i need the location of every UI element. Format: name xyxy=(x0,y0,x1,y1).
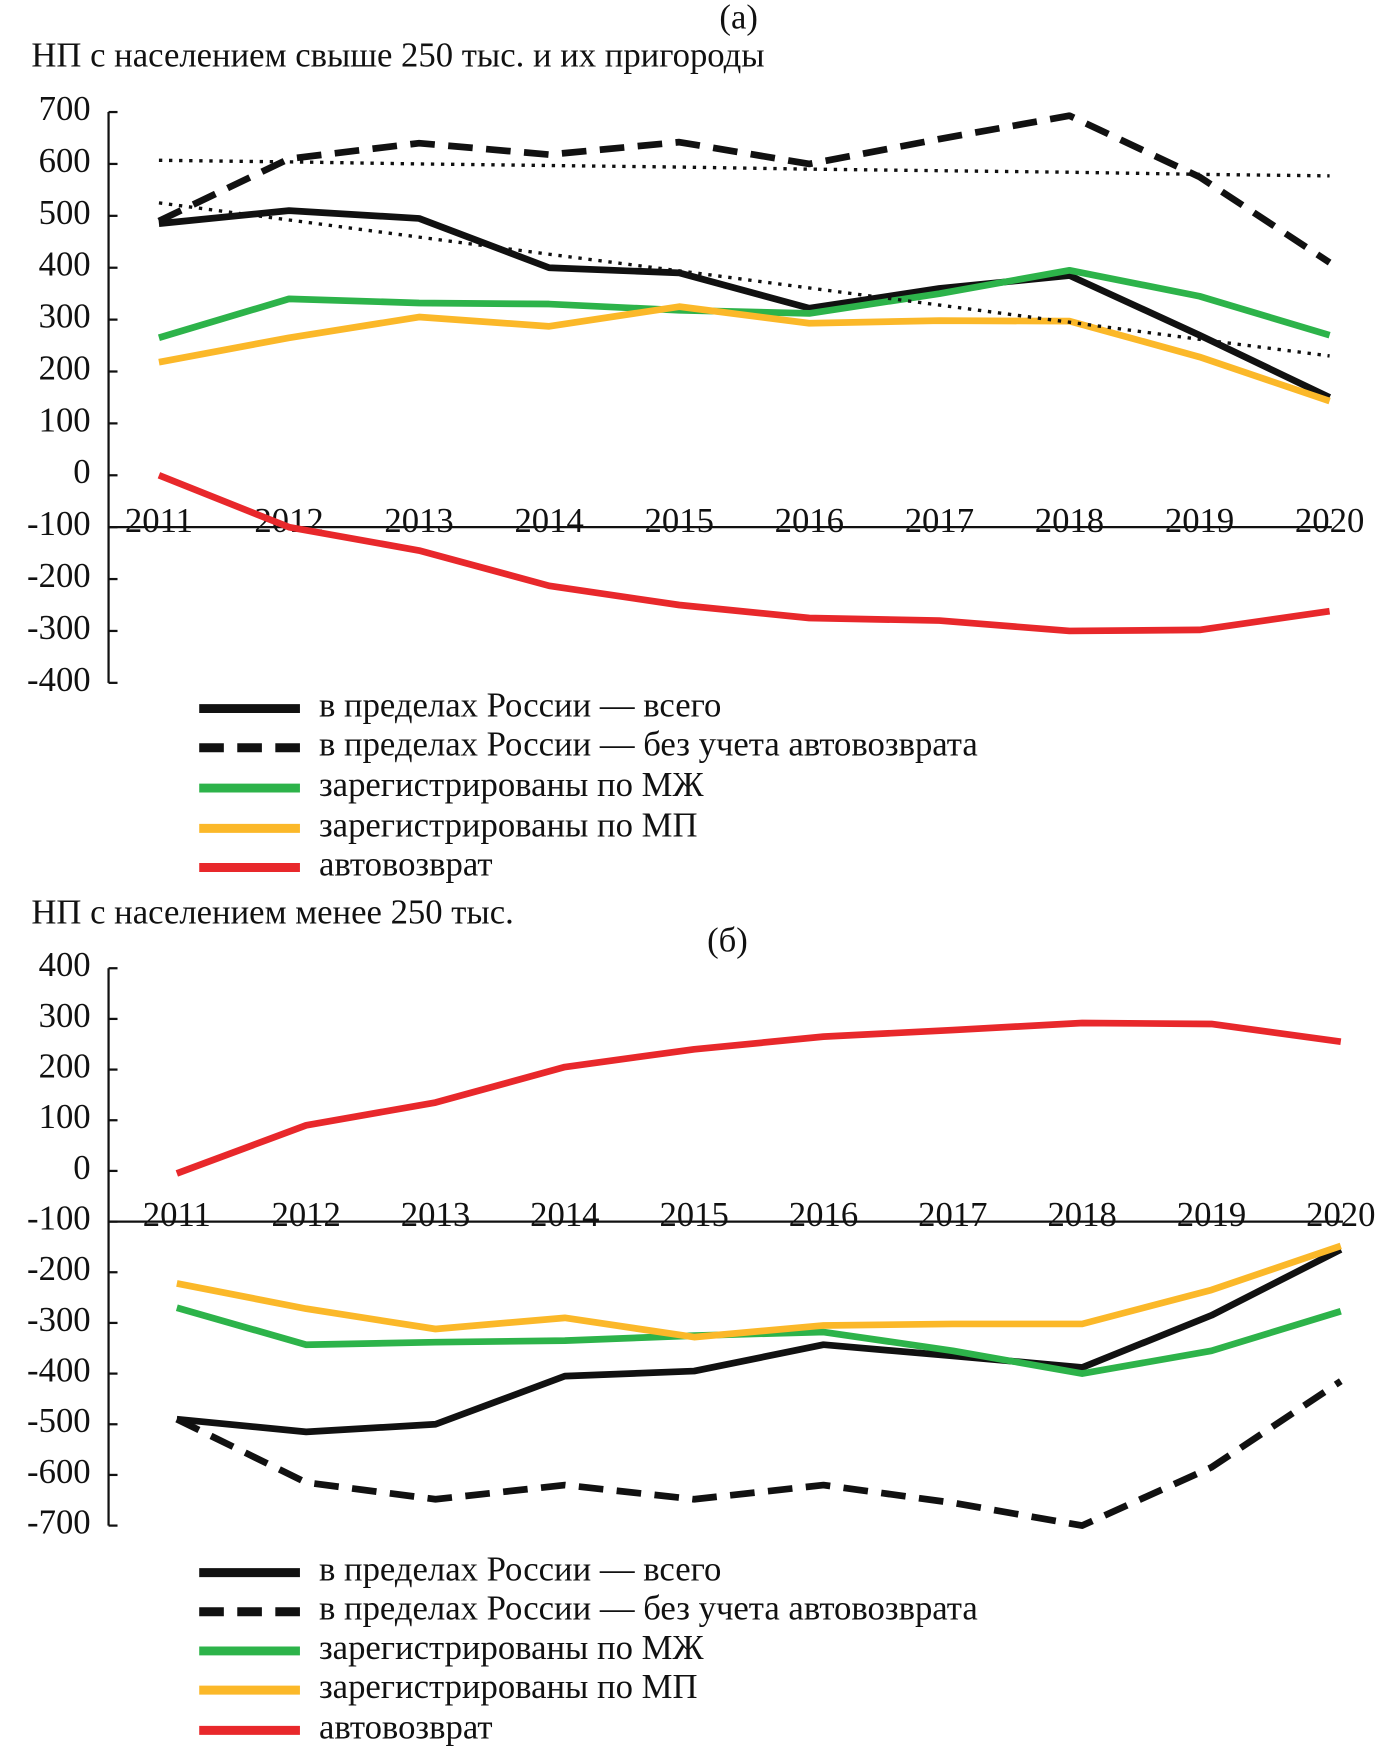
y-tick-label: 500 xyxy=(39,193,91,232)
x-tick-label: 2019 xyxy=(1165,501,1234,540)
y-tick-label: -100 xyxy=(27,504,91,543)
subtitle: (а) xyxy=(719,0,758,36)
x-tick-label: 2020 xyxy=(1295,501,1364,540)
y-tick-label: -300 xyxy=(27,608,91,647)
y-tick-label: 400 xyxy=(39,245,91,284)
x-tick-label: 2014 xyxy=(530,1195,599,1234)
x-tick-label: 2014 xyxy=(514,501,583,540)
y-tick-label: 600 xyxy=(39,141,91,180)
legend-label: в пределах России — без учета автовозвра… xyxy=(319,1589,978,1628)
y-tick-label: -200 xyxy=(27,1249,91,1288)
x-tick-label: 2015 xyxy=(645,501,714,540)
x-tick-label: 2017 xyxy=(905,501,974,540)
x-tick-label: 2013 xyxy=(401,1195,470,1234)
series-line xyxy=(157,472,1331,635)
x-tick-label: 2015 xyxy=(659,1195,728,1234)
x-tick-label: 2017 xyxy=(918,1195,987,1234)
y-tick-label: -100 xyxy=(27,1199,91,1238)
x-tick-label: 2016 xyxy=(775,501,844,540)
legend-label: в пределах России — без учета автовозвра… xyxy=(319,725,978,764)
series-line xyxy=(176,1242,1342,1341)
legend-label: зарегистрированы по МП xyxy=(319,1667,698,1706)
y-tick-label: 300 xyxy=(39,297,91,336)
chart-title: НП с населением менее 250 тыс. xyxy=(31,893,513,932)
series-line xyxy=(157,112,1332,266)
x-tick-label: 2011 xyxy=(125,501,193,540)
trend-line xyxy=(158,158,1330,178)
legend-label: в пределах России — всего xyxy=(319,686,721,725)
y-tick-label: 0 xyxy=(73,1148,90,1187)
subtitle: (б) xyxy=(707,921,748,960)
y-tick-label: 200 xyxy=(39,348,91,387)
chart-title: НП с населением свыше 250 тыс. и их приг… xyxy=(31,35,764,74)
y-tick-label: -400 xyxy=(27,660,91,699)
series-line xyxy=(176,1246,1343,1436)
x-tick-label: 2013 xyxy=(384,501,453,540)
series-line xyxy=(175,1019,1342,1177)
y-tick-label: -500 xyxy=(27,1401,91,1440)
y-tick-label: 100 xyxy=(39,400,91,439)
x-tick-label: 2019 xyxy=(1177,1195,1246,1234)
y-tick-label: 300 xyxy=(39,996,91,1035)
y-tick-label: -200 xyxy=(27,556,91,595)
y-tick-label: -600 xyxy=(27,1452,91,1491)
y-tick-label: -700 xyxy=(27,1503,91,1542)
legend-label: в пределах России — всего xyxy=(319,1550,721,1589)
x-tick-label: 2020 xyxy=(1306,1195,1375,1234)
legend-label: зарегистрированы по МП xyxy=(319,805,698,844)
series-line xyxy=(158,207,1332,401)
y-tick-label: -400 xyxy=(27,1351,91,1390)
x-tick-label: 2018 xyxy=(1035,501,1104,540)
y-tick-label: -300 xyxy=(27,1300,91,1339)
x-tick-label: 2016 xyxy=(789,1195,858,1234)
y-tick-label: 100 xyxy=(39,1097,91,1136)
x-tick-label: 2012 xyxy=(271,1195,340,1234)
y-tick-label: 200 xyxy=(39,1047,91,1086)
legend-label: автовозврат xyxy=(319,1707,493,1746)
y-tick-label: 0 xyxy=(73,452,90,491)
series-line xyxy=(175,1378,1343,1529)
series-line xyxy=(158,303,1331,405)
y-tick-label: 700 xyxy=(39,89,91,128)
legend-label: автовозврат xyxy=(319,844,493,883)
x-tick-label: 2018 xyxy=(1047,1195,1116,1234)
x-tick-label: 2011 xyxy=(143,1195,211,1234)
legend-label: зарегистрированы по МЖ xyxy=(319,1628,704,1667)
y-tick-label: 400 xyxy=(39,945,91,984)
legend-label: зарегистрированы по МЖ xyxy=(319,765,704,804)
